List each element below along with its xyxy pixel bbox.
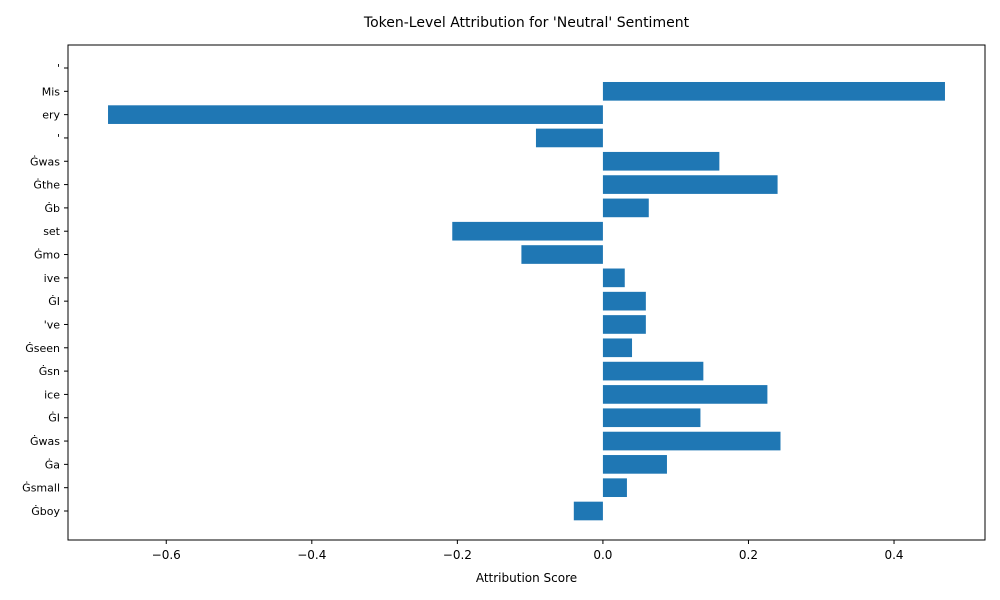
y-tick-label-15: ĠI [48, 412, 60, 425]
x-axis-label: Attribution Score [476, 571, 577, 585]
bar-18 [602, 478, 627, 498]
bar-17 [602, 455, 667, 474]
bar-11 [602, 315, 646, 334]
y-tick-label-7: set [43, 225, 60, 238]
bar-8 [521, 245, 603, 264]
y-tick-label-10: ĠI [48, 295, 60, 308]
y-tick-label-11: 've [44, 318, 61, 331]
chart-title: Token-Level Attribution for 'Neutral' Se… [363, 15, 690, 31]
bar-7 [452, 221, 603, 241]
x-tick-label-0: −0.6 [152, 548, 181, 562]
x-axis-ticks: −0.6 −0.4 −0.2 0.0 0.2 0.4 [152, 540, 904, 562]
bar-14 [602, 385, 768, 404]
y-tick-label-16: Ġwas [30, 435, 60, 448]
y-axis-ticks: ' Mis ery ' Ġwas Ġthe Ġb set Ġmo ive ĠI 've Ġseen Ġsn… [22, 62, 68, 518]
bar-3 [535, 128, 603, 148]
y-tick-label-8: Ġmo [34, 249, 60, 262]
bar-4 [602, 151, 720, 171]
y-tick-label-5: Ġthe [33, 179, 60, 192]
x-tick-label-2: −0.2 [443, 548, 472, 562]
y-tick-label-3: ' [57, 132, 60, 145]
y-tick-label-18: Ġsmall [22, 482, 60, 495]
y-tick-label-14: ice [44, 388, 60, 401]
y-tick-label-1: Mis [42, 85, 61, 98]
bar-19 [573, 501, 603, 521]
y-tick-label-17: Ġa [45, 458, 60, 471]
y-tick-label-9: ive [44, 272, 61, 285]
bar-5 [602, 175, 778, 194]
bar-12 [602, 338, 633, 358]
bar-6 [602, 198, 649, 218]
x-tick-label-1: −0.4 [297, 548, 326, 562]
bar-15 [602, 408, 701, 428]
y-tick-label-13: Ġsn [39, 365, 60, 378]
y-tick-label-6: Ġb [44, 202, 60, 215]
axes-frame [67, 44, 986, 541]
y-tick-label-4: Ġwas [30, 155, 60, 168]
bar-1 [602, 81, 945, 101]
x-tick-label-4: 0.2 [739, 548, 758, 562]
bar-2 [108, 105, 603, 124]
bars-group [108, 81, 945, 521]
y-tick-label-2: ery [42, 109, 60, 122]
x-tick-label-5: 0.4 [884, 548, 903, 562]
y-tick-label-19: Ġboy [31, 505, 60, 518]
x-tick-label-3: 0.0 [593, 548, 612, 562]
y-tick-label-0: ' [57, 62, 60, 75]
bar-16 [602, 431, 781, 451]
y-tick-label-12: Ġseen [25, 342, 60, 355]
bar-10 [602, 291, 646, 311]
bar-13 [602, 361, 704, 381]
bar-9 [602, 268, 625, 288]
